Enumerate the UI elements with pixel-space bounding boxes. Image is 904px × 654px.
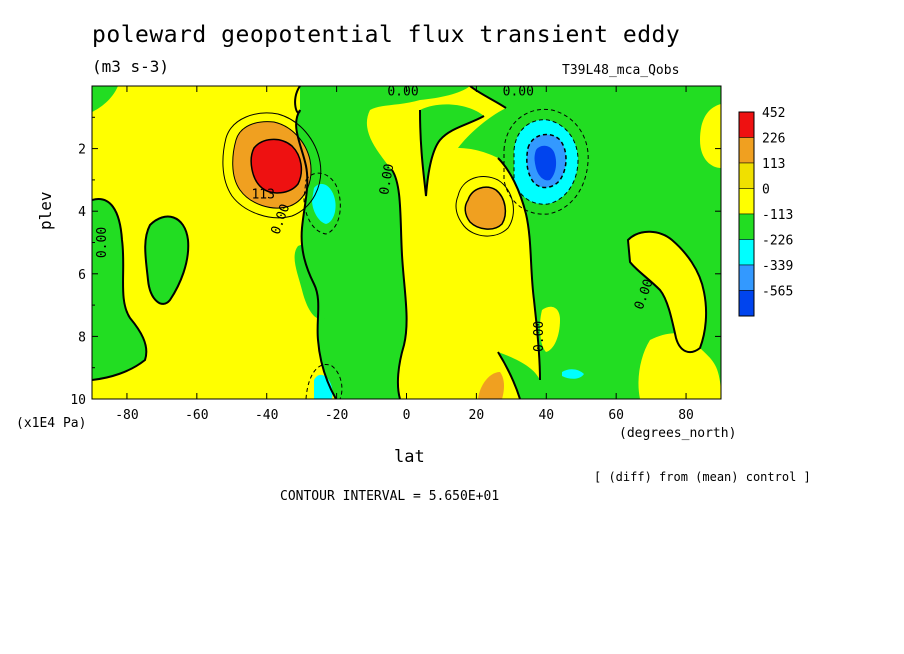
fill-level-113	[478, 372, 504, 399]
x-tick-label: -20	[325, 408, 348, 423]
contour-line-layer	[92, 86, 708, 399]
contour-line-positive	[232, 121, 312, 209]
fill-positive-region	[539, 306, 560, 352]
legend-label: -339	[762, 259, 793, 274]
contour-line-zero	[92, 198, 148, 381]
contour-label: 0.00	[95, 227, 110, 258]
contour-line-zero	[626, 230, 708, 354]
legend-label: -226	[762, 234, 793, 249]
legend-label: 452	[762, 106, 785, 121]
fill-level-113	[465, 187, 506, 230]
fill-negative-region	[420, 104, 484, 196]
contour-label: 0.00	[377, 163, 397, 196]
x-axis-label: lat	[394, 447, 425, 467]
fill-negative-region	[92, 86, 118, 112]
legend-label: -113	[762, 208, 793, 223]
fill-positive-region	[701, 115, 721, 168]
contour-line-positive	[464, 186, 507, 230]
contour-label: 0.00	[503, 84, 534, 99]
fill-negative-region	[92, 199, 147, 380]
fill-negative-region	[145, 216, 189, 304]
contour-line-positive	[222, 112, 322, 219]
x-tick-label: -40	[255, 408, 278, 423]
legend-label: 226	[762, 132, 785, 147]
x-tick-label: 0	[403, 408, 411, 423]
y-tick-label: 4	[78, 205, 86, 220]
legend-label: 0	[762, 183, 770, 198]
legend-swatch	[738, 188, 755, 215]
y-tick-label: 2	[78, 143, 86, 158]
contour-line-zero	[469, 86, 507, 109]
x-axis-unit: (degrees_north)	[619, 426, 737, 441]
legend-swatch	[738, 137, 755, 164]
x-tick-label: 60	[608, 408, 624, 423]
contour-label: 0.00	[387, 84, 418, 99]
fill-level-neg113	[562, 369, 584, 379]
x-tick-label: -60	[185, 408, 208, 423]
contour-line-positive	[455, 176, 514, 237]
legend-swatch	[738, 213, 755, 240]
contour-line-zero	[419, 109, 485, 197]
contour-line-positive	[250, 138, 303, 194]
fill-level-neg113	[312, 183, 336, 224]
fill-positive-region	[628, 231, 707, 353]
fill-negative-region	[296, 86, 470, 399]
contour-line-zero	[294, 86, 337, 399]
run-label: T39L48_mca_Qobs	[562, 63, 680, 78]
contour-fill-layer	[92, 86, 721, 399]
legend-swatch	[738, 264, 755, 291]
fill-positive-region	[638, 333, 721, 399]
legend-swatch	[738, 111, 755, 138]
contour-line-negative	[305, 364, 343, 399]
axes-layer: -80 -60 -40 -20 0 20 40 60 80 2 4 6 8 10	[70, 86, 721, 423]
legend-frame	[738, 111, 755, 317]
contour-label: 113	[251, 188, 274, 203]
chart-title: poleward geopotential flux transient edd…	[92, 22, 681, 48]
contour-line-zero	[144, 215, 190, 305]
legend-label: -565	[762, 285, 793, 300]
contour-line-zero	[391, 169, 408, 399]
contour-line-negative	[303, 172, 341, 235]
y-tick-label: 8	[78, 330, 86, 345]
x-tick-label: -80	[115, 408, 138, 423]
contour-label: 0.00	[532, 321, 547, 352]
y-axis-unit: (x1E4 Pa)	[16, 416, 87, 431]
color-legend: 452 226 113 0 -113 -226 -339 -565	[738, 106, 793, 317]
legend-swatch	[738, 239, 755, 266]
fill-level-226	[251, 139, 302, 193]
contour-interval: CONTOUR INTERVAL = 5.650E+01	[280, 489, 500, 504]
x-tick-label: 40	[538, 408, 554, 423]
legend-label: 113	[762, 157, 785, 172]
y-tick-label: 6	[78, 268, 86, 283]
legend-swatch	[738, 162, 755, 189]
diff-note: [ (diff) from (mean) control ]	[594, 470, 811, 484]
contour-line-negative	[513, 119, 579, 205]
fill-level-neg339	[534, 145, 557, 181]
contour-line-negative	[503, 108, 589, 215]
chart-units: (m3 s-3)	[92, 57, 170, 76]
y-tick-label: 10	[70, 393, 86, 408]
legend-swatch	[738, 290, 755, 317]
x-tick-label: 80	[678, 408, 694, 423]
x-tick-label: 20	[469, 408, 485, 423]
